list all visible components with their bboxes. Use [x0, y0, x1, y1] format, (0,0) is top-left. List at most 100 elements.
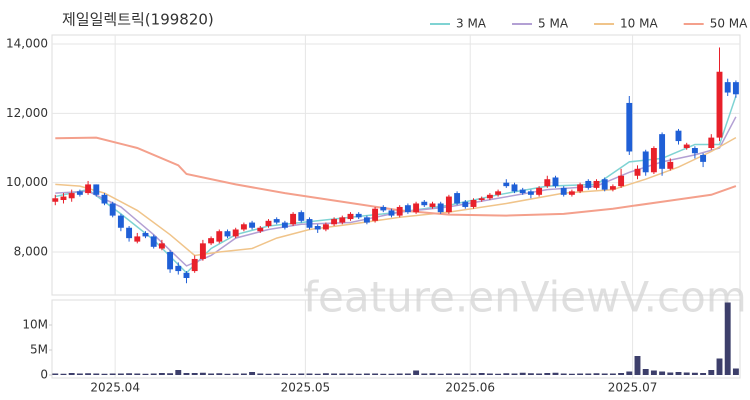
volume-bar [626, 371, 633, 375]
volume-bar [199, 372, 206, 375]
candle-body [659, 134, 666, 169]
y-tick-label: 12,000 [6, 106, 48, 120]
candle-body [552, 177, 559, 187]
watermark: feature.enViewV.com [303, 273, 746, 322]
candle-body [363, 217, 370, 223]
candle-body [240, 224, 247, 230]
candle-body [478, 198, 485, 201]
candle-body [732, 82, 739, 95]
volume-bar [429, 373, 436, 375]
volume-bar [700, 373, 707, 375]
candle-body [437, 203, 444, 213]
volume-bar [158, 373, 165, 375]
price-panel [51, 34, 741, 296]
volume-bar [331, 373, 338, 375]
legend-label: 5 MA [538, 17, 569, 31]
volume-bar [232, 373, 239, 375]
volume-bar [511, 373, 518, 375]
candle-body [585, 180, 592, 188]
volume-bar [142, 373, 149, 375]
volume-bar [413, 370, 420, 375]
volume-bar [314, 373, 321, 375]
volume-bar [191, 373, 198, 375]
candle-body [134, 236, 141, 242]
candle-body [298, 212, 305, 221]
volume-panel [51, 299, 741, 379]
candle-body [68, 193, 75, 199]
candle-body [388, 210, 395, 216]
volume-bar [650, 370, 657, 375]
volume-bar [732, 368, 739, 375]
candle-body [224, 231, 231, 237]
volume-bar [527, 373, 534, 375]
candle-body [117, 215, 124, 228]
moving-average-line [55, 136, 737, 257]
volume-bar [675, 372, 682, 375]
candle-body [470, 200, 477, 207]
volume-bar [372, 373, 379, 375]
candle-body [314, 226, 321, 230]
candle-body [519, 189, 526, 194]
candle-body [527, 191, 534, 195]
candle-body [249, 222, 256, 228]
candle-body [544, 179, 551, 187]
volume-bar [437, 373, 444, 375]
candle-body [60, 196, 67, 201]
candle-body [372, 208, 379, 221]
volume-bar [536, 373, 543, 375]
candle-body [331, 219, 338, 225]
volume-bar [593, 373, 600, 375]
chart-title: 제일일렉트릭(199820) [62, 11, 214, 29]
volume-bar [601, 373, 608, 375]
volume-bar [52, 373, 59, 375]
volume-bar [609, 373, 616, 375]
x-tick-label: 2025.05 [281, 381, 331, 395]
candle-body [281, 222, 288, 228]
x-tick-label: 2025.07 [608, 381, 658, 395]
volume-bar [454, 373, 461, 375]
volume-bar [667, 372, 674, 375]
volume-bar [642, 369, 649, 375]
volume-bar [708, 370, 715, 375]
volume-bar [175, 370, 182, 375]
volume-bar [618, 373, 625, 375]
candle-body [650, 148, 657, 173]
volume-bar [486, 373, 493, 375]
candle-body [683, 144, 690, 149]
candle-body [290, 213, 297, 225]
volume-bar [552, 372, 559, 375]
candle-body [634, 168, 641, 176]
volume-bar [691, 372, 698, 375]
volume-bar [577, 373, 584, 375]
candle-body [142, 232, 149, 237]
volume-bar [363, 373, 370, 375]
candle-body [167, 252, 174, 270]
candle-body [560, 187, 567, 195]
candle-body [273, 219, 280, 223]
candle-body [593, 180, 600, 188]
volume-bar [503, 373, 510, 375]
candle-body [708, 137, 715, 149]
candle-body [355, 213, 362, 218]
volume-bar [495, 373, 502, 375]
candle-body [322, 224, 329, 230]
candle-body [396, 206, 403, 216]
volume-bar [240, 373, 247, 375]
candle-body [445, 196, 452, 213]
volume-bar [60, 373, 67, 375]
volume-tick-label: 10M [22, 318, 48, 332]
volume-bar [659, 371, 666, 375]
volume-bar [339, 373, 346, 375]
candle-body [495, 191, 502, 195]
candle-body [199, 243, 206, 259]
candle-body [691, 148, 698, 154]
volume-bar [150, 373, 157, 375]
legend-label: 50 MA [710, 17, 748, 31]
candle-body [700, 154, 707, 162]
candle-body [503, 182, 510, 187]
candle-body [568, 191, 575, 195]
candle-body [724, 82, 731, 93]
y-tick-label: 8,000 [14, 245, 48, 259]
moving-average-line [55, 95, 737, 274]
volume-bar [544, 373, 551, 375]
